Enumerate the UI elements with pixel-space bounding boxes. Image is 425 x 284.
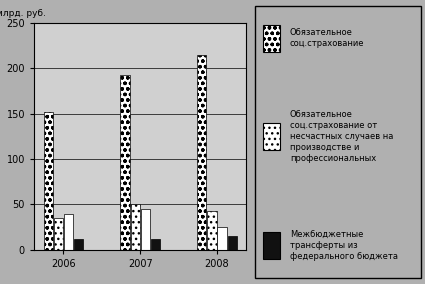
Text: трансферты из: трансферты из — [290, 241, 357, 250]
Text: соц.страхование от: соц.страхование от — [290, 121, 377, 130]
Text: профессиональных: профессиональных — [290, 154, 376, 163]
Bar — [64, 214, 73, 250]
Bar — [130, 204, 140, 250]
Text: Обязательное: Обязательное — [290, 110, 353, 119]
FancyBboxPatch shape — [264, 123, 280, 150]
Text: соц.страхование: соц.страхование — [290, 39, 364, 48]
Text: производстве и: производстве и — [290, 143, 359, 152]
FancyBboxPatch shape — [264, 232, 280, 259]
Bar — [141, 209, 150, 250]
Bar — [218, 227, 227, 250]
Bar — [228, 236, 237, 250]
Text: млрд. руб.: млрд. руб. — [0, 9, 45, 18]
Bar — [197, 55, 207, 250]
Bar — [74, 239, 83, 250]
Bar — [44, 112, 53, 250]
Text: Обязательное: Обязательное — [290, 28, 353, 37]
FancyBboxPatch shape — [264, 25, 280, 52]
Text: федерального бюджета: федерального бюджета — [290, 252, 398, 261]
Bar — [151, 239, 160, 250]
Text: несчастных случаев на: несчастных случаев на — [290, 132, 393, 141]
Bar — [207, 211, 217, 250]
Bar — [120, 76, 130, 250]
Text: Межбюджетные: Межбюджетные — [290, 230, 363, 239]
Bar — [54, 218, 63, 250]
